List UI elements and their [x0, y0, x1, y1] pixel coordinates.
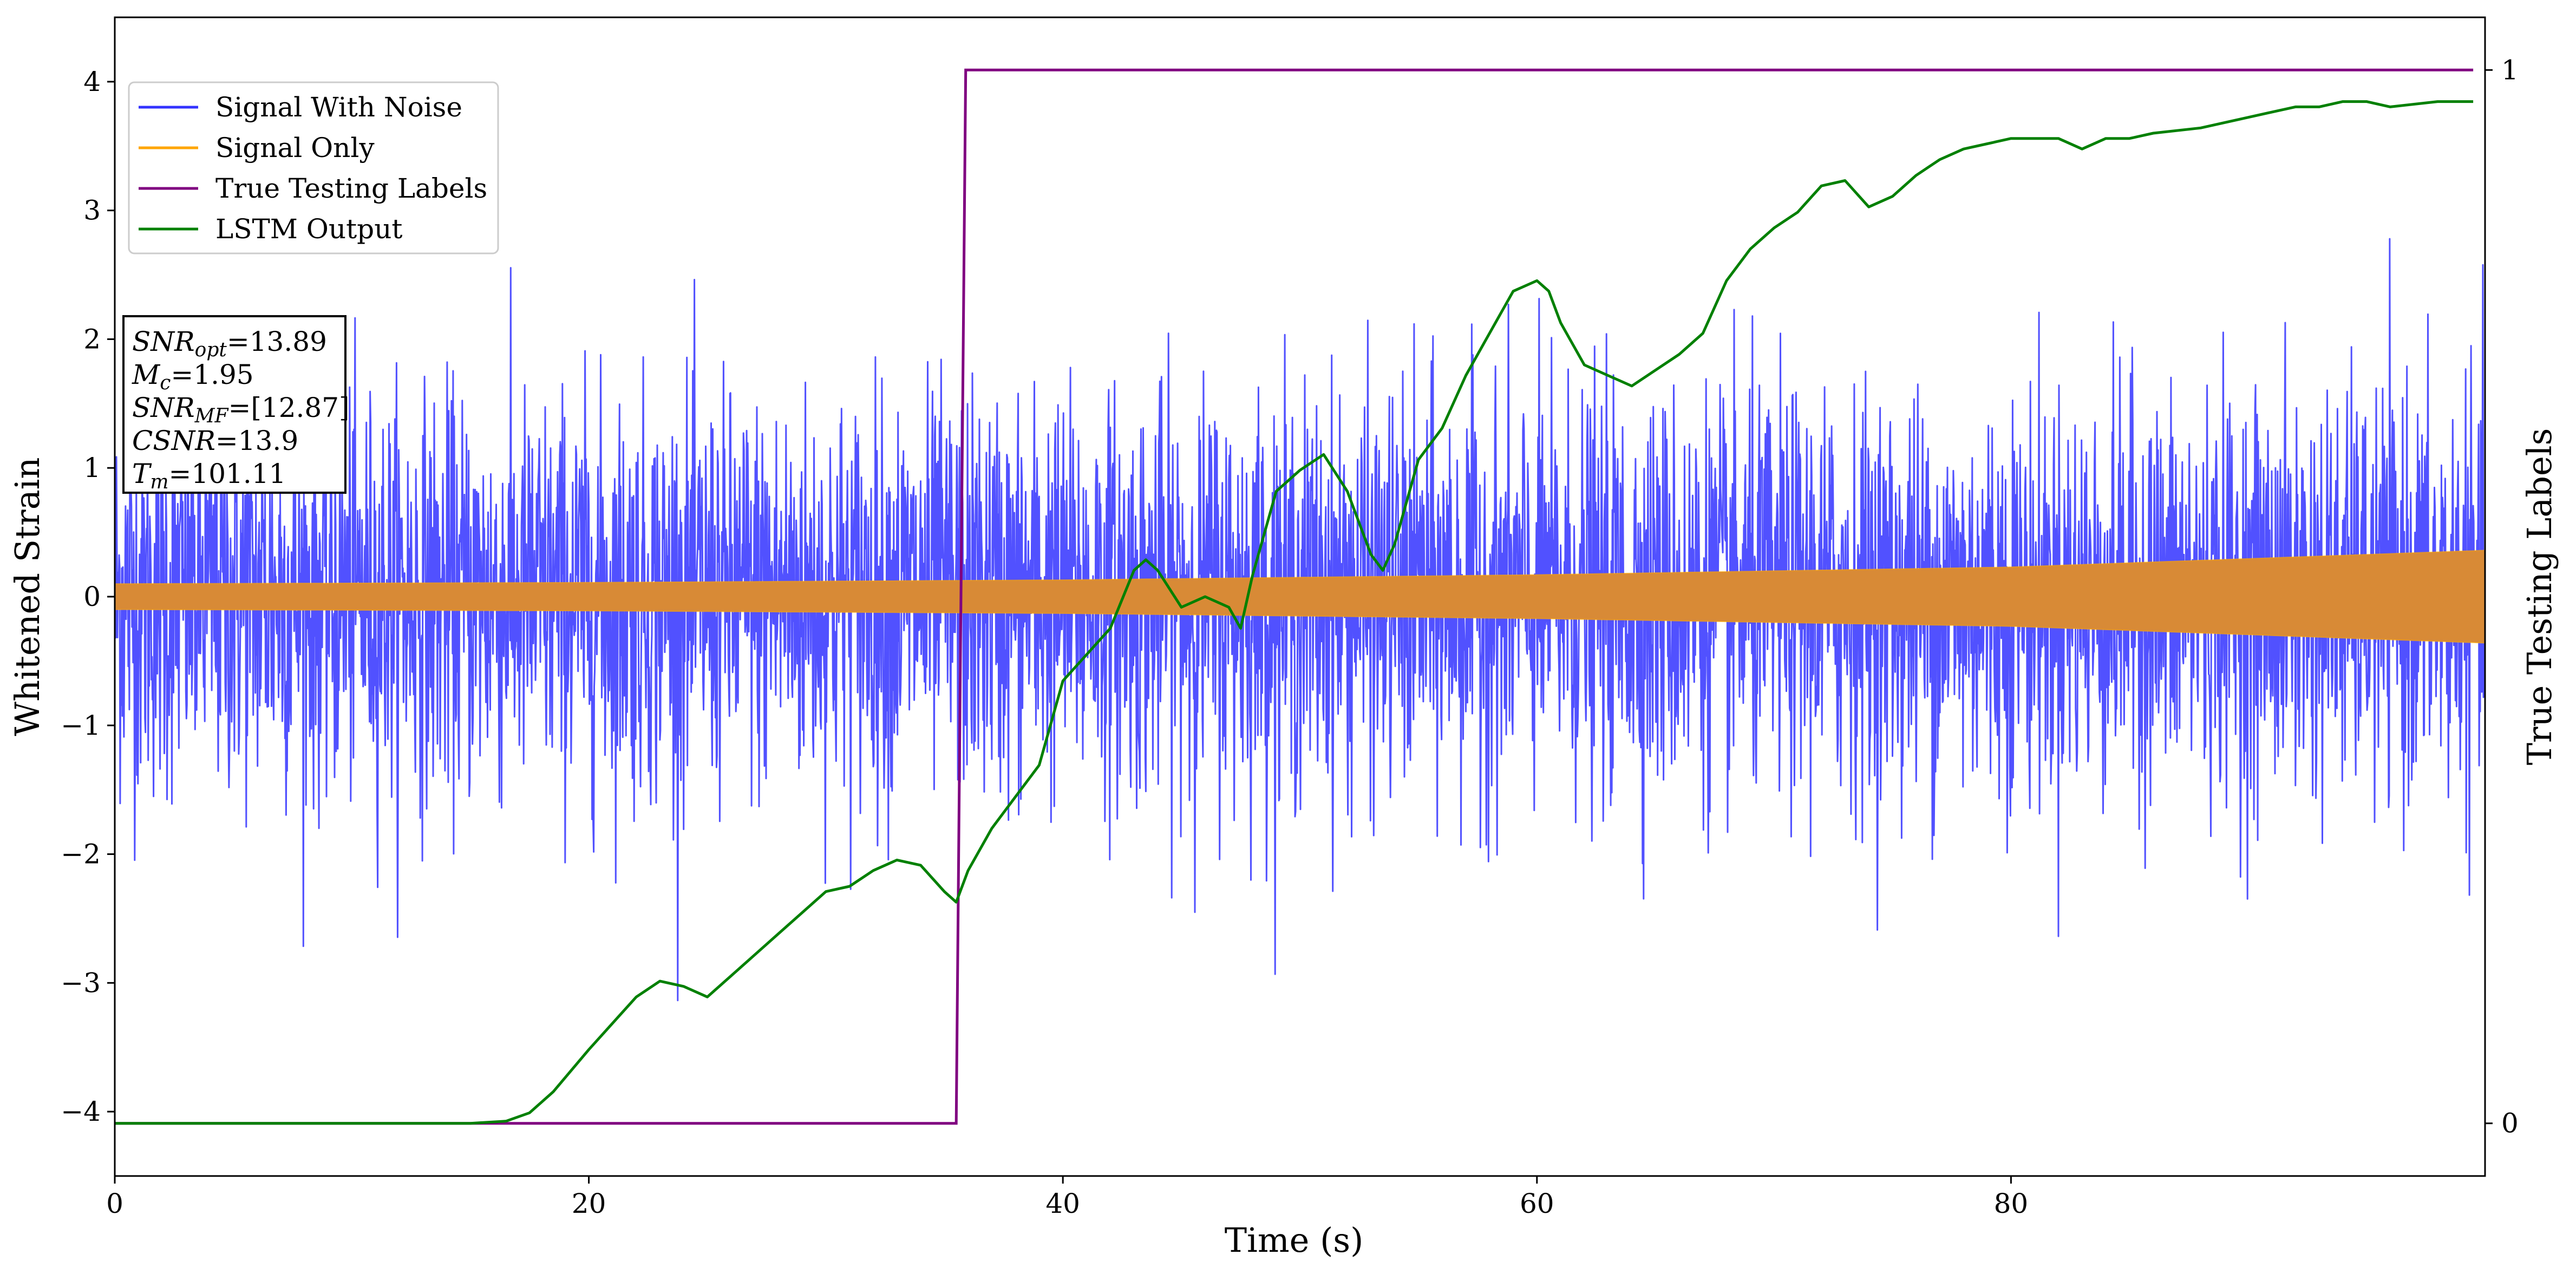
annotation-line: SNRMF=[12.87] — [132, 392, 350, 427]
lstm-output-series — [115, 100, 2474, 1125]
legend-box — [128, 81, 499, 254]
x-tick-label: 40 — [1045, 1188, 1080, 1219]
annotation-line: CSNR=13.9 — [132, 425, 298, 456]
y-tick-label: 1 — [83, 452, 101, 484]
legend-label-lstm-output: LSTM Output — [215, 213, 402, 245]
lstm-output-line — [115, 100, 2474, 1125]
y-axis-right: 01 — [2485, 54, 2519, 1139]
legend: Signal With Noise Signal Only True Testing… — [128, 81, 499, 254]
annotation-line: SNRopt=13.89 — [132, 326, 327, 361]
y-tick-label: 0 — [83, 581, 101, 612]
annotation-line: Tm=101.11 — [132, 458, 286, 493]
y-axis-right-title: True Testing Labels — [2520, 428, 2559, 766]
true-testing-labels-series — [115, 68, 2474, 1125]
y-right-tick-label: 0 — [2501, 1108, 2519, 1139]
signal-only-series — [115, 550, 2485, 644]
y-right-tick-label: 1 — [2501, 54, 2519, 86]
annotation-line: Mc=1.95 — [132, 359, 254, 394]
legend-label-true-testing-labels: True Testing Labels — [215, 173, 487, 204]
x-tick-label: 60 — [1520, 1188, 1554, 1219]
x-tick-label: 80 — [1994, 1188, 2029, 1219]
x-tick-label: 20 — [572, 1188, 606, 1219]
x-axis-title: Time (s) — [1225, 1220, 1364, 1260]
plot-area — [115, 68, 2485, 1125]
signal-only-band — [115, 550, 2485, 644]
y-tick-label: −1 — [61, 710, 101, 741]
x-axis: 0 20 40 60 80 — [106, 1176, 2028, 1219]
legend-label-signal-only: Signal Only — [215, 132, 375, 164]
y-axis-title: Whitened Strain — [8, 458, 47, 736]
legend-label-signal-with-noise: Signal With Noise — [215, 92, 462, 123]
y-tick-label: 4 — [83, 66, 101, 97]
y-tick-label: −4 — [61, 1096, 101, 1127]
y-tick-label: −3 — [61, 967, 101, 998]
y-axis-left: −4 −3 −2 −1 0 1 2 3 4 — [61, 66, 115, 1127]
y-tick-label: −2 — [61, 839, 101, 870]
y-tick-label: 2 — [83, 323, 101, 355]
x-tick-label: 0 — [106, 1188, 123, 1219]
y-tick-label: 3 — [83, 195, 101, 226]
parameter-annotation: SNRopt=13.89Mc=1.95SNRMF=[12.87]CSNR=13.… — [122, 315, 350, 494]
true-testing-labels-line — [115, 68, 2474, 1125]
annotation-box — [122, 315, 346, 494]
